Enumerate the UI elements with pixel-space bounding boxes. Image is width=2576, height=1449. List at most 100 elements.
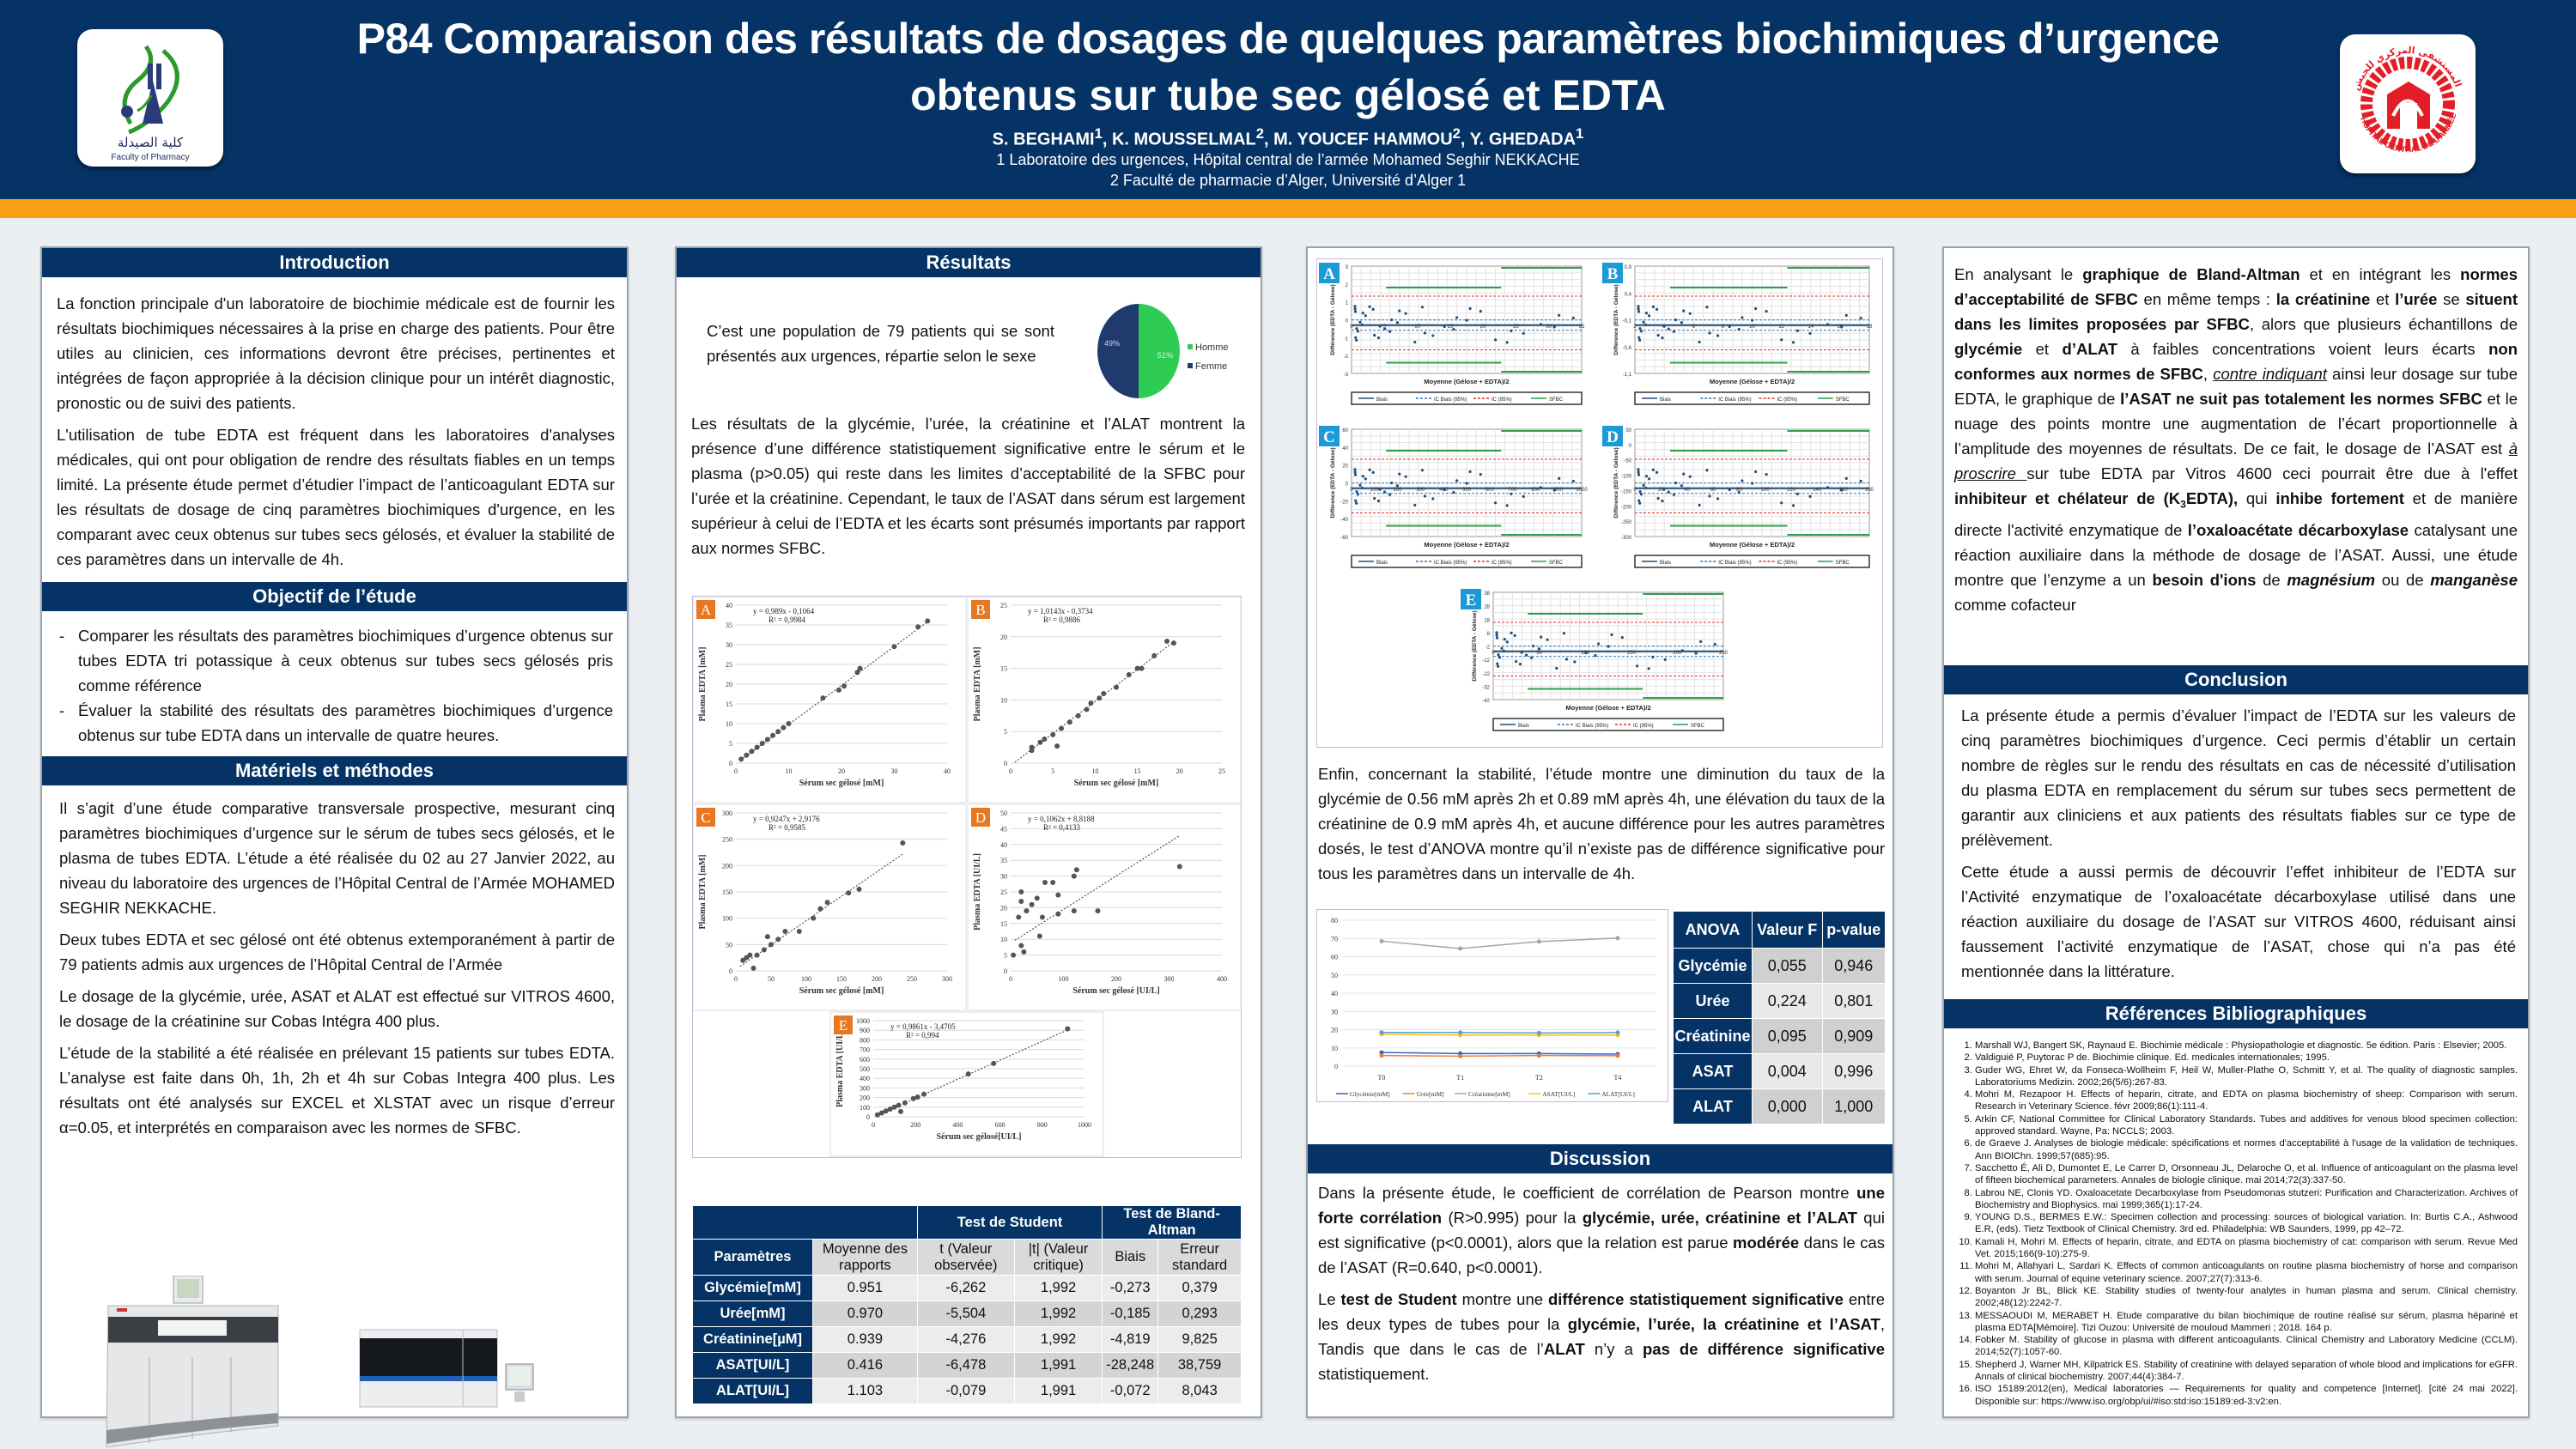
- svg-text:0: 0: [1350, 324, 1353, 330]
- svg-text:5: 5: [729, 740, 732, 748]
- svg-text:-3: -3: [1344, 373, 1349, 378]
- svg-text:y = 0,9861x - 3,4705: y = 0,9861x - 3,4705: [890, 1022, 956, 1031]
- methodes-p3: Le dosage de la glycémie, urée, ASAT et …: [59, 987, 615, 1030]
- svg-text:50: 50: [726, 941, 732, 949]
- svg-text:C: C: [1323, 428, 1335, 446]
- svg-text:R² = 0,9585: R² = 0,9585: [769, 823, 806, 832]
- svg-text:T0: T0: [1378, 1074, 1386, 1082]
- svg-text:40: 40: [1684, 488, 1690, 493]
- svg-text:30: 30: [891, 767, 898, 775]
- svg-text:IC (95%): IC (95%): [1492, 561, 1512, 566]
- svg-text:-22: -22: [1482, 672, 1490, 677]
- svg-text:0: 0: [1346, 319, 1349, 324]
- svg-text:Moyenne (Gélose + EDTA)/2: Moyenne (Gélose + EDTA)/2: [1710, 541, 1795, 549]
- section-title-introduction: Introduction: [42, 248, 627, 277]
- svg-text:SFBC: SFBC: [1691, 724, 1705, 729]
- svg-text:30: 30: [1000, 873, 1007, 881]
- svg-text:Différence (EDTA - Gélose): Différence (EDTA - Gélose): [1613, 447, 1619, 518]
- col-header: t (Valeur observée): [916, 1239, 1015, 1276]
- svg-text:40: 40: [944, 767, 951, 775]
- svg-text:40: 40: [726, 602, 732, 609]
- svg-text:300: 300: [860, 1084, 870, 1092]
- svg-text:Biais: Biais: [1660, 397, 1671, 403]
- svg-text:R² = 0,994: R² = 0,994: [906, 1031, 939, 1040]
- col-header: Biais: [1102, 1239, 1159, 1276]
- results-table: Test de Student Test de Bland-Altman Par…: [692, 1205, 1242, 1404]
- svg-text:Plasma EDTA [mM]: Plasma EDTA [mM]: [698, 854, 708, 929]
- reference-item: YOUNG D.S., BERMES E.W.: Specimen collec…: [1975, 1211, 2518, 1236]
- svg-text:0,4: 0,4: [1625, 292, 1632, 297]
- svg-text:80: 80: [1736, 488, 1742, 493]
- svg-text:0: 0: [872, 1121, 875, 1129]
- svg-text:Faculty of Pharmacy: Faculty of Pharmacy: [111, 153, 189, 162]
- poster-title-line1: P84 Comparaison des résultats de dosages…: [356, 15, 2220, 63]
- svg-text:20: 20: [1331, 1027, 1338, 1034]
- svg-text:1000: 1000: [856, 1017, 870, 1025]
- svg-text:3: 3: [1346, 265, 1349, 270]
- svg-text:50: 50: [1536, 651, 1542, 656]
- table-row: Glycémie 0,055 0,946: [1673, 948, 1886, 984]
- reference-item: Sacchetto É, Ali D, Dumontet E, Le Carre…: [1975, 1162, 2518, 1187]
- svg-text:20: 20: [1000, 904, 1007, 912]
- svg-text:-42: -42: [1482, 699, 1490, 704]
- objectif-item: Comparer les résultats des paramètres bi…: [59, 623, 613, 698]
- svg-text:0: 0: [1633, 488, 1637, 493]
- svg-text:R² = 0,4133: R² = 0,4133: [1043, 823, 1081, 832]
- svg-text:Sérum sec gélosé [mM]: Sérum sec gélosé [mM]: [799, 779, 884, 788]
- anova-table: ANOVA Valeur F p-value Glycémie 0,055 0,94…: [1673, 911, 1886, 1125]
- svg-text:20: 20: [1176, 767, 1183, 775]
- reference-item: MESSAOUDI M, MERABET H. Etude comparativ…: [1975, 1310, 2518, 1335]
- svg-text:0: 0: [866, 1113, 870, 1121]
- svg-text:Biais: Biais: [1518, 724, 1529, 729]
- scatter-chart-B: 0 5 10 15 20 25 0 5 10 15 20 25 y = 1,0143x - 0,3734…: [967, 596, 1242, 803]
- bland-altman-plots: -3 -2 -1 0 1 2 3 0 5 10 15 20 25 30 35 Moyenne (Gélose …: [1316, 258, 1883, 748]
- bland-altman-chart-C: -60-40-200204060010020030040050060070080…: [1319, 426, 1588, 568]
- svg-text:60: 60: [1342, 428, 1348, 433]
- svg-text:0: 0: [1004, 967, 1007, 975]
- bland-altman-chart-B: -1,1-0,6-0,10,40,924681012141618Moyenne …: [1602, 263, 1873, 405]
- svg-text:38: 38: [1484, 591, 1490, 597]
- svg-text:80: 80: [1331, 917, 1338, 925]
- svg-text:8: 8: [1722, 324, 1725, 330]
- discussion-text: Dans la présente étude, le coefficient d…: [1318, 1180, 1885, 1386]
- svg-text:1000: 1000: [1078, 1121, 1091, 1129]
- reference-item: Guder WG, Ehret W, da Fonseca-Wollheim F…: [1975, 1064, 2518, 1089]
- hopital-central-armee-logo: المستشفى المركزي للجيش HÔPITAL CENTRAL D…: [2340, 34, 2476, 173]
- svg-text:0: 0: [1334, 1063, 1338, 1070]
- correlation-scatter-plots: 0 5 10 15 20 25 30 35 40 0 10 20 30 40 y = 0,989x - 0,…: [692, 596, 1242, 1158]
- discussion-p1: Dans la présente étude, le coefficient d…: [1318, 1184, 1885, 1276]
- svg-text:40: 40: [1000, 841, 1007, 849]
- svg-text:900: 900: [1554, 488, 1564, 493]
- reference-item: Fobker M. Stability of glucose in plasma…: [1975, 1334, 2518, 1359]
- svg-text:T1: T1: [1456, 1074, 1464, 1082]
- svg-text:0: 0: [1004, 760, 1007, 767]
- header-orange-stripe: [0, 199, 2576, 218]
- scatter-chart-C: 0 50 100 150 200 250 300 0 50 100 150 200 250 300 y = …: [692, 803, 967, 1011]
- svg-text:2: 2: [1346, 283, 1349, 288]
- svg-text:10: 10: [1000, 696, 1007, 704]
- svg-text:100: 100: [1059, 975, 1069, 983]
- hospital-logo-icon: المستشفى المركزي للجيش HÔPITAL CENTRAL D…: [2350, 45, 2464, 155]
- svg-text:30: 30: [1546, 324, 1552, 330]
- svg-text:800: 800: [1037, 1121, 1048, 1129]
- col-header: Erreur standard: [1157, 1239, 1242, 1276]
- svg-text:28: 28: [1484, 605, 1490, 610]
- reference-item: ISO 15189:2012(en), Medical laboratories…: [1975, 1383, 2518, 1408]
- svg-text:0: 0: [1350, 488, 1353, 493]
- pie-chart-sexe: 51% 49% Homme Femme: [1097, 304, 1229, 398]
- svg-text:200: 200: [1111, 975, 1121, 983]
- svg-text:Plasma EDTA [UI/L]: Plasma EDTA [UI/L]: [973, 853, 982, 931]
- objectif-item: Évaluer la stabilité des résultats des p…: [59, 698, 613, 748]
- svg-text:IC Biais (95%): IC Biais (95%): [1718, 397, 1751, 403]
- svg-text:B: B: [1607, 265, 1619, 283]
- svg-text:25: 25: [1513, 324, 1519, 330]
- svg-text:600: 600: [995, 1121, 1005, 1129]
- svg-text:35: 35: [726, 621, 732, 629]
- svg-text:50: 50: [1331, 972, 1338, 979]
- svg-text:Glycémie[mM]: Glycémie[mM]: [1350, 1090, 1390, 1098]
- svg-text:-300: -300: [1621, 536, 1632, 541]
- svg-text:45: 45: [1000, 825, 1007, 833]
- svg-text:15: 15: [726, 700, 732, 708]
